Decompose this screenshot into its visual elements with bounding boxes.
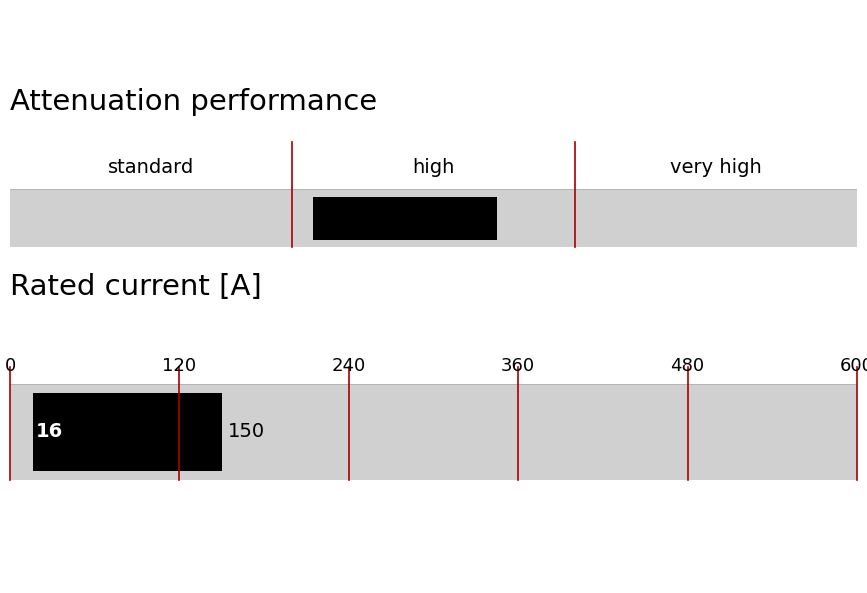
Bar <box>33 393 222 471</box>
Text: 600: 600 <box>840 356 867 375</box>
Text: high: high <box>413 158 454 177</box>
Text: Rated current [A]: Rated current [A] <box>10 273 262 301</box>
Text: Performance indicators: Performance indicators <box>23 23 371 49</box>
Bar <box>10 189 857 247</box>
Text: 0: 0 <box>4 356 16 375</box>
Text: 120: 120 <box>162 356 197 375</box>
Text: 16: 16 <box>36 422 63 441</box>
Text: Attenuation performance: Attenuation performance <box>10 88 377 116</box>
Text: 150: 150 <box>228 422 264 441</box>
Bar <box>10 384 857 480</box>
Text: 240: 240 <box>332 356 366 375</box>
Bar <box>314 197 497 240</box>
Text: standard: standard <box>108 158 194 177</box>
Text: very high: very high <box>670 158 762 177</box>
Text: 480: 480 <box>670 356 705 375</box>
Text: 360: 360 <box>501 356 535 375</box>
